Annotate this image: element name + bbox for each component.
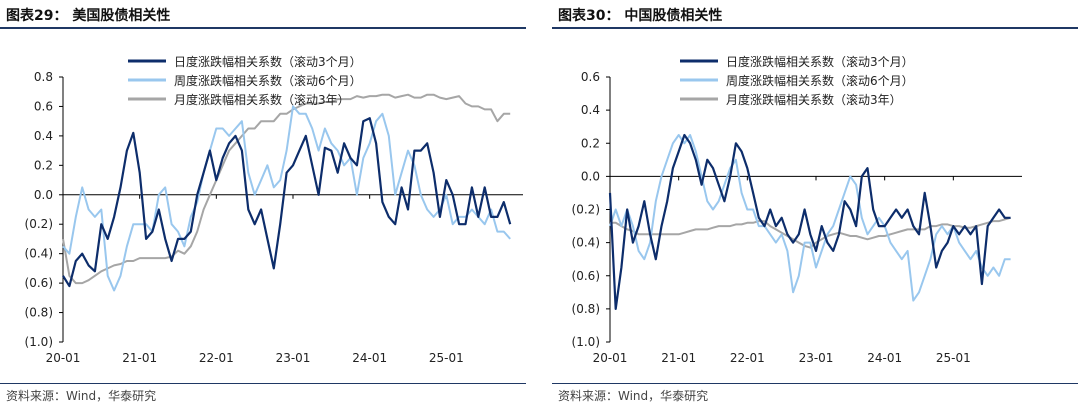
y-tick-label: 0.4 <box>34 129 53 143</box>
x-tick-label: 23-01 <box>276 351 311 365</box>
y-tick-label: (0.8) <box>572 302 600 316</box>
title-rule <box>0 27 526 29</box>
series-line-0 <box>608 133 1011 310</box>
series-line-1 <box>62 105 511 292</box>
y-tick-label: (0.2) <box>572 203 600 217</box>
y-tick-label: (0.8) <box>25 306 53 320</box>
series-line-1 <box>609 134 1011 302</box>
y-tick-label: (0.6) <box>572 269 600 283</box>
series-line-2 <box>610 216 1011 249</box>
y-tick-label: 0.6 <box>581 70 600 84</box>
legend-label: 月度涨跌幅相关系数（滚动3年） <box>726 92 902 107</box>
y-tick-label: 0.2 <box>581 136 600 150</box>
x-tick-label: 24-01 <box>867 351 902 365</box>
title-rule <box>552 27 1078 29</box>
source-rule <box>0 383 526 384</box>
x-tick-label: 22-01 <box>199 351 234 365</box>
y-tick-label: 0.4 <box>581 103 600 117</box>
y-tick-label: 0.8 <box>34 70 53 84</box>
source-note: 资料来源：Wind，华泰研究 <box>558 389 709 403</box>
legend-label: 日度涨跌幅相关系数（滚动3个月） <box>726 54 914 69</box>
cn-correlation-chart: 0.6 0.4 0.2 0.0 (0.2) (0.4) (0.6) (0.8) (1.0) 20-… <box>572 54 1022 365</box>
us-correlation-chart: 0.8 0.6 0.4 0.2 0.0 (0.2) (0.4) (0.6) (0.8) (1.0)… <box>25 54 523 365</box>
y-tick-label: 0.0 <box>581 169 600 183</box>
y-tick-label: (0.4) <box>572 236 600 250</box>
legend-label: 日度涨跌幅相关系数（滚动3个月） <box>174 54 362 69</box>
y-tick-label: 0.0 <box>34 188 53 202</box>
x-tick-label: 22-01 <box>730 351 765 365</box>
x-tick-label: 21-01 <box>661 351 696 365</box>
y-tick-label: (0.6) <box>25 276 53 290</box>
y-tick-label: (1.0) <box>572 335 600 349</box>
x-tick-label: 20-01 <box>593 351 628 365</box>
x-tick-label: 20-01 <box>46 351 81 365</box>
source-note: 资料来源：Wind，华泰研究 <box>6 389 157 403</box>
legend-label: 周度涨跌幅相关系数（滚动6个月） <box>174 73 362 88</box>
y-tick-label: 0.2 <box>34 158 53 172</box>
legend-label: 月度涨跌幅相关系数（滚动3年） <box>174 92 350 107</box>
chart-panel-us: 图表29： 美国股债相关性 0.8 0.6 0.4 0.2 0.0 (0.2) (0.4) (… <box>0 0 526 405</box>
y-tick-label: (0.4) <box>25 247 53 261</box>
x-tick-label: 24-01 <box>352 351 387 365</box>
y-tick-label: 0.6 <box>34 99 53 113</box>
panel-title: 图表29： 美国股债相关性 <box>6 8 171 24</box>
series-line-0 <box>62 117 512 288</box>
y-tick-label: (1.0) <box>25 335 53 349</box>
y-tick-label: (0.2) <box>25 217 53 231</box>
source-rule <box>552 383 1078 384</box>
x-tick-label: 25-01 <box>936 351 971 365</box>
x-tick-label: 23-01 <box>799 351 834 365</box>
series-line-2 <box>62 93 511 285</box>
panel-title: 图表30： 中国股债相关性 <box>558 8 723 24</box>
chart-panel-cn: 图表30： 中国股债相关性 0.6 0.4 0.2 0.0 (0.2) (0.4) (0.6… <box>552 0 1078 405</box>
legend-label: 周度涨跌幅相关系数（滚动6个月） <box>726 73 914 88</box>
x-tick-label: 25-01 <box>429 351 464 365</box>
x-tick-label: 21-01 <box>122 351 157 365</box>
